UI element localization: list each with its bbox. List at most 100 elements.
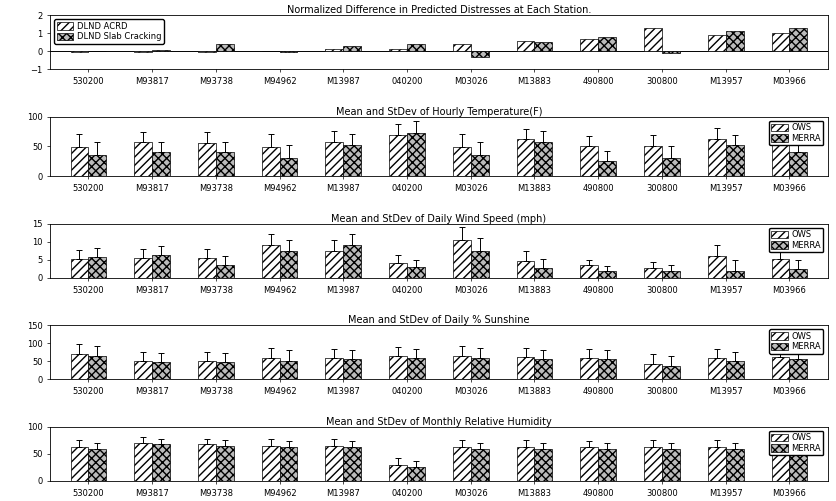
Bar xyxy=(471,51,488,57)
Bar xyxy=(471,449,488,481)
Bar xyxy=(534,42,553,51)
Bar xyxy=(599,360,616,379)
Bar xyxy=(644,268,662,278)
Bar xyxy=(279,447,298,481)
Bar xyxy=(517,139,534,176)
Bar xyxy=(662,449,680,481)
Bar xyxy=(580,265,599,278)
Bar xyxy=(135,361,152,379)
Bar xyxy=(726,361,743,379)
Bar xyxy=(89,356,106,379)
Bar xyxy=(89,155,106,176)
Bar xyxy=(407,358,425,379)
Bar xyxy=(708,256,726,278)
Bar xyxy=(534,142,553,176)
Bar xyxy=(772,143,789,176)
Bar xyxy=(344,145,361,176)
Bar xyxy=(216,265,234,278)
Bar xyxy=(325,50,344,51)
Bar xyxy=(789,360,808,379)
Bar xyxy=(772,445,789,481)
Bar xyxy=(152,362,170,379)
Legend: OWS, MERRA: OWS, MERRA xyxy=(769,329,823,354)
Bar xyxy=(152,256,170,278)
Bar xyxy=(325,142,344,176)
Bar xyxy=(517,261,534,278)
Bar xyxy=(517,41,534,51)
Bar xyxy=(152,152,170,176)
Bar xyxy=(390,134,407,176)
Bar xyxy=(599,449,616,481)
Bar xyxy=(471,358,488,379)
Bar xyxy=(662,158,680,176)
Bar xyxy=(599,161,616,176)
Bar xyxy=(390,356,407,379)
Bar xyxy=(70,354,89,379)
Bar xyxy=(198,143,216,176)
Bar xyxy=(534,360,553,379)
Bar xyxy=(453,44,471,51)
Bar xyxy=(390,263,407,278)
Bar xyxy=(198,258,216,278)
Bar xyxy=(390,49,407,51)
Bar xyxy=(216,445,234,481)
Bar xyxy=(580,358,599,379)
Bar xyxy=(772,33,789,51)
Bar xyxy=(599,272,616,278)
Bar xyxy=(534,449,553,481)
Bar xyxy=(279,361,298,379)
Bar xyxy=(407,467,425,481)
Bar xyxy=(152,444,170,481)
Bar xyxy=(644,146,662,176)
Bar xyxy=(262,245,279,278)
Bar xyxy=(390,464,407,481)
Bar xyxy=(726,449,743,481)
Bar xyxy=(344,447,361,481)
Legend: OWS, MERRA: OWS, MERRA xyxy=(769,431,823,455)
Bar xyxy=(89,257,106,278)
Bar xyxy=(580,146,599,176)
Bar xyxy=(517,447,534,481)
Bar xyxy=(279,250,298,278)
Bar xyxy=(726,32,743,51)
Bar xyxy=(471,155,488,176)
Bar xyxy=(325,358,344,379)
Bar xyxy=(662,366,680,379)
Bar xyxy=(344,245,361,278)
Bar xyxy=(662,271,680,278)
Title: Normalized Difference in Predicted Distresses at Each Station.: Normalized Difference in Predicted Distr… xyxy=(287,5,591,15)
Bar xyxy=(216,44,234,51)
Bar xyxy=(135,443,152,481)
Bar xyxy=(262,147,279,176)
Bar xyxy=(325,445,344,481)
Bar xyxy=(708,358,726,379)
Bar xyxy=(407,267,425,278)
Bar xyxy=(772,259,789,278)
Bar xyxy=(70,447,89,481)
Bar xyxy=(708,35,726,51)
Bar xyxy=(89,449,106,481)
Bar xyxy=(216,362,234,379)
Bar xyxy=(135,258,152,278)
Bar xyxy=(453,147,471,176)
Bar xyxy=(198,361,216,379)
Bar xyxy=(325,250,344,278)
Bar xyxy=(407,44,425,51)
Bar xyxy=(726,271,743,278)
Bar xyxy=(70,147,89,176)
Legend: OWS, MERRA: OWS, MERRA xyxy=(769,121,823,145)
Bar xyxy=(471,250,488,278)
Bar xyxy=(344,360,361,379)
Legend: DLND ACRD, DLND Slab Cracking: DLND ACRD, DLND Slab Cracking xyxy=(54,19,164,44)
Bar xyxy=(534,268,553,278)
Bar xyxy=(789,269,808,278)
Bar xyxy=(789,152,808,176)
Title: Mean and StDev of Hourly Temperature(F): Mean and StDev of Hourly Temperature(F) xyxy=(335,107,543,117)
Bar xyxy=(708,447,726,481)
Bar xyxy=(152,50,170,51)
Bar xyxy=(599,37,616,51)
Bar xyxy=(135,142,152,176)
Bar xyxy=(708,139,726,176)
Bar xyxy=(644,364,662,379)
Bar xyxy=(262,358,279,379)
